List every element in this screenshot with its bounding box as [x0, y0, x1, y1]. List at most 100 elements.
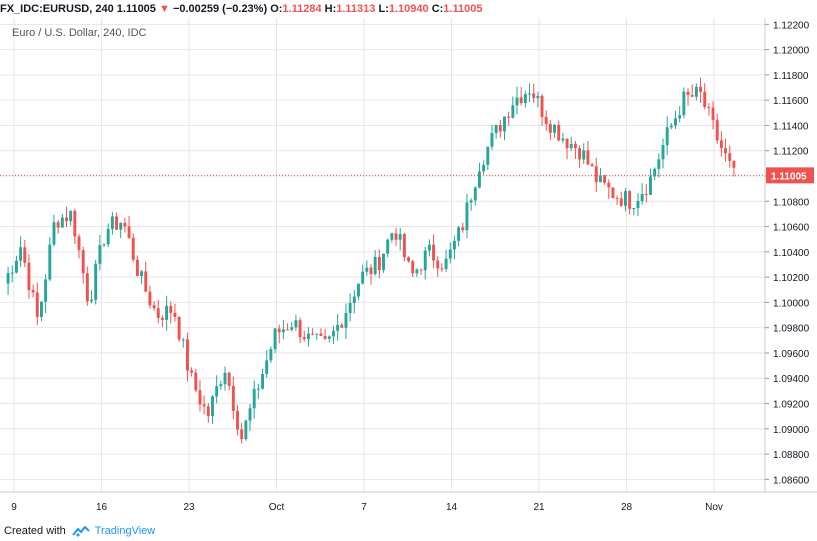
candle-body [623, 191, 627, 206]
candle-body [661, 145, 665, 160]
x-tick-label: 28 [621, 502, 633, 513]
candle-body [448, 249, 452, 259]
candle-body [281, 329, 285, 333]
y-tick-label: 1.09400 [773, 374, 810, 385]
candle-body [694, 86, 698, 97]
candle-body [519, 97, 523, 104]
candle-body [119, 222, 123, 230]
candle-body [177, 316, 181, 340]
candle-body [98, 245, 102, 264]
symbol-header: FX_IDC:EURUSD, 240 1.11005 ▼ −0.00259 (−… [0, 0, 817, 18]
candle-body [728, 153, 732, 161]
candle-body [185, 339, 189, 371]
candle-body [436, 260, 440, 269]
candle-body [361, 271, 365, 284]
candle-body [536, 95, 540, 99]
candle-body [578, 148, 582, 160]
candle-body [52, 222, 56, 245]
candle-body [665, 127, 669, 146]
candle-body [369, 267, 373, 274]
candle-body [277, 328, 281, 333]
candle-body [390, 233, 394, 240]
candle-body [469, 200, 473, 203]
price-chart[interactable]: Euro / U.S. Dollar, 240, IDC 1.086001.08… [0, 18, 817, 522]
candle-body [415, 269, 419, 274]
candle-body [365, 267, 369, 272]
candle-body [123, 222, 127, 227]
candle-body [148, 291, 152, 306]
candle-body [190, 370, 194, 373]
candle-body [598, 175, 602, 183]
candle-body [131, 237, 135, 260]
candle-body [465, 202, 469, 231]
y-tick-label: 1.09200 [773, 400, 810, 411]
candle-body [569, 143, 573, 149]
candle-body [507, 116, 511, 118]
candle-body [532, 93, 536, 99]
close-label: C: [431, 3, 444, 15]
candle-body [173, 312, 177, 317]
close-value-2: 1.11005 [443, 3, 483, 15]
candle-body [127, 226, 131, 238]
candle-body [715, 120, 719, 141]
x-tick-label: 7 [361, 502, 367, 513]
candle-body [294, 320, 298, 328]
price-axis[interactable]: 1.08600 1.08800 1.09000 1.09200 1.09400 1.096… [765, 20, 810, 486]
candle-body [165, 305, 169, 320]
candle-body [10, 272, 14, 274]
candles-group [6, 77, 736, 444]
y-tick-label: 1.10800 [773, 197, 810, 208]
candle-body [461, 227, 465, 231]
candle-body [619, 198, 623, 206]
candle-body [682, 91, 686, 116]
tradingview-link[interactable]: TradingView [94, 525, 156, 537]
candle-body [273, 328, 277, 350]
candle-body [377, 256, 381, 271]
candle-body [603, 175, 607, 183]
candle-body [511, 105, 515, 118]
candle-body [440, 268, 444, 270]
candle-body [198, 390, 202, 405]
candle-body [298, 320, 302, 338]
x-tick-label: Nov [705, 502, 723, 513]
x-tick-label: Oct [269, 502, 285, 513]
candle-body [565, 138, 569, 149]
time-axis[interactable]: 9 16 23 Oct 7 14 21 28 Nov [11, 502, 723, 513]
candle-body [452, 240, 456, 250]
candle-body [144, 271, 148, 292]
candle-body [290, 327, 294, 330]
candle-body [494, 124, 498, 134]
candle-body [169, 305, 173, 313]
candle-body [39, 301, 43, 317]
candle-body [331, 330, 335, 337]
candle-body [674, 118, 677, 126]
candle-body [102, 244, 106, 246]
candle-body [699, 86, 703, 92]
candle-body [69, 210, 73, 222]
candle-body [227, 372, 231, 386]
candle-body [490, 133, 494, 147]
y-tick-label: 1.09800 [773, 324, 810, 335]
candle-body [181, 339, 185, 341]
candle-body [394, 233, 398, 240]
candle-body [236, 410, 239, 430]
candle-body [35, 292, 39, 317]
candle-body [357, 283, 360, 297]
candle-body [515, 97, 519, 106]
y-tick-label: 1.08600 [773, 475, 810, 486]
candle-body [711, 107, 715, 121]
candle-body [219, 384, 223, 387]
candle-body [486, 146, 490, 165]
candle-body [611, 187, 615, 199]
candle-body [248, 408, 252, 421]
candle-body [523, 94, 527, 104]
candle-body [503, 116, 506, 132]
candle-body [115, 216, 119, 230]
candle-body [244, 420, 248, 440]
price-badge-bg [766, 167, 814, 184]
candle-body [544, 116, 548, 125]
candle-body [60, 217, 64, 228]
open-value: 1.11284 [282, 3, 322, 15]
candle-body [432, 244, 436, 261]
candle-body [553, 124, 557, 133]
